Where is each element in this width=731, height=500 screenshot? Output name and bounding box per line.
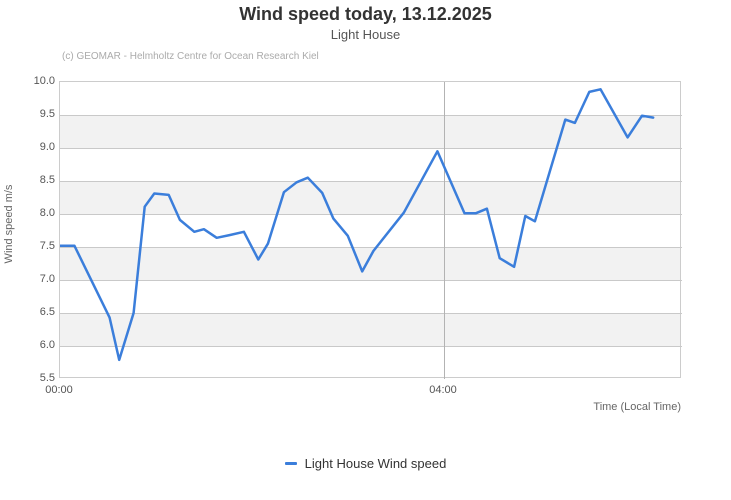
gridline-horizontal: [60, 346, 682, 347]
gridline-horizontal: [60, 247, 682, 248]
y-tick-label: 10.0: [33, 75, 55, 87]
y-tick-label: 8.0: [39, 207, 55, 219]
gridline-horizontal: [60, 280, 682, 281]
y-tick-label: 5.5: [39, 372, 55, 384]
y-tick-label: 7.0: [39, 273, 55, 285]
y-tick-label: 8.5: [39, 174, 55, 186]
gridline-horizontal: [60, 148, 682, 149]
gridline-horizontal: [60, 115, 682, 116]
legend-label: Light House Wind speed: [304, 455, 447, 471]
chart-subtitle: Light House: [330, 27, 401, 42]
gridline-horizontal: [60, 214, 682, 215]
plot-area: [59, 81, 682, 379]
y-tick-label: 6.5: [39, 306, 55, 318]
y-tick-label: 9.0: [39, 141, 55, 153]
y-tick-label: 6.0: [39, 339, 55, 351]
y-tick-label: 7.5: [39, 240, 55, 252]
legend-line-icon: [284, 461, 297, 465]
gridline-horizontal: [60, 313, 682, 314]
credit-label: (c) GEOMAR - Helmholtz Centre for Ocean …: [62, 51, 319, 62]
x-axis-title: Time (Local Time): [593, 401, 681, 413]
wind-speed-line: [60, 88, 655, 362]
gridline-horizontal: [60, 181, 682, 182]
y-axis-title: Wind speed m/s: [3, 184, 15, 264]
legend-item-wind-speed[interactable]: Light House Wind speed: [0, 453, 731, 473]
x-tick-label: 04:00: [429, 384, 457, 396]
x-tick-label: 00:00: [45, 384, 73, 396]
y-tick-label: 9.5: [39, 108, 55, 120]
chart-title: Wind speed today, 13.12.2025: [239, 4, 492, 24]
gridline-vertical: [444, 82, 445, 379]
